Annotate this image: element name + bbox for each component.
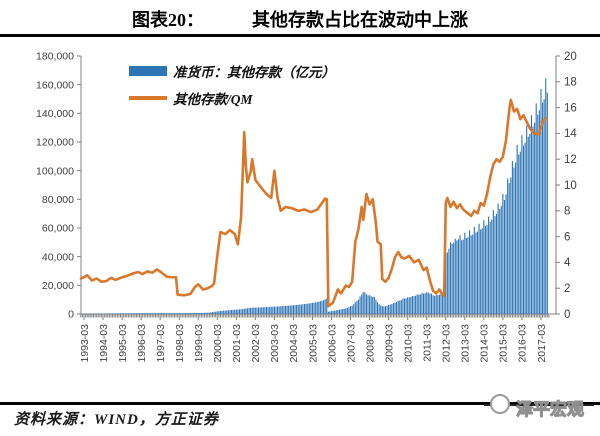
x-tick-label: 2009-03 — [383, 324, 395, 363]
legend-item-line: 其他存款/QM — [129, 88, 335, 108]
x-tick-label: 2008-03 — [364, 324, 376, 363]
figure-number: 图表20： — [132, 10, 204, 30]
source-text: 资料来源：WIND，方正证券 — [14, 412, 219, 428]
right-tick-label: 2 — [564, 283, 570, 295]
x-tick-label: 1994-03 — [98, 324, 110, 363]
right-tick-label: 20 — [564, 51, 577, 63]
x-tick-label: 2011-03 — [422, 324, 434, 362]
left-tick-label: 60,000 — [42, 223, 74, 235]
x-tick-label: 1993-03 — [79, 324, 91, 363]
x-tick-label: 2001-03 — [231, 324, 243, 363]
left-tick-label: 160,000 — [36, 79, 74, 91]
legend-bar-label: 准货币：其他存款（亿元） — [173, 65, 335, 80]
x-tick-label: 2005-03 — [307, 324, 319, 363]
x-tick-label: 2007-03 — [345, 324, 357, 363]
left-tick-label: 120,000 — [36, 137, 74, 149]
legend-bar-swatch — [129, 66, 167, 76]
x-tick-label: 2013-03 — [460, 324, 472, 363]
ratio-line — [79, 98, 548, 308]
x-tick-label: 1999-03 — [193, 324, 205, 363]
x-tick-label: 2010-03 — [402, 324, 414, 363]
legend-line-label: 其他存款/QM — [173, 92, 253, 107]
left-tick-label: 100,000 — [36, 165, 74, 177]
footer-rule — [0, 402, 600, 405]
right-tick-label: 18 — [564, 77, 577, 89]
left-tick-label: 180,000 — [36, 51, 74, 63]
tick-labels: 0 20,000 40,000 60,000 80,000 100,000 120,000 1… — [36, 51, 577, 363]
title-rule — [0, 34, 600, 37]
left-tick-label: 40,000 — [42, 251, 74, 263]
logo-line — [484, 404, 594, 406]
x-tick-label: 1998-03 — [174, 324, 186, 363]
x-tick-label: 2000-03 — [212, 324, 224, 363]
x-tick-label: 1995-03 — [117, 324, 129, 363]
x-tick-label: 2006-03 — [326, 324, 338, 363]
legend-item-bar: 准货币：其他存款（亿元） — [129, 61, 335, 81]
left-tick-label: 80,000 — [42, 194, 74, 206]
x-tick-label: 2014-03 — [479, 324, 491, 363]
right-tick-label: 14 — [564, 128, 577, 140]
chart-legend: 准货币：其他存款（亿元） 其他存款/QM — [129, 61, 335, 108]
right-tick-label: 16 — [564, 102, 577, 114]
x-tick-label: 2016-03 — [517, 324, 529, 363]
right-tick-label: 4 — [564, 257, 571, 269]
right-tick-label: 10 — [564, 180, 577, 192]
x-tick-label: 2002-03 — [250, 324, 262, 363]
x-tick-label: 2004-03 — [288, 324, 300, 363]
x-tick-label: 1997-03 — [155, 324, 167, 363]
axes — [77, 55, 560, 320]
right-tick-label: 0 — [564, 309, 570, 321]
brand-logo: 泽平宏观 — [484, 392, 594, 422]
left-tick-label: 0 — [68, 309, 74, 321]
right-tick-label: 6 — [564, 231, 570, 243]
figure-title: 图表20： 其他存款占比在波动中上涨 — [0, 4, 600, 34]
figure-title-text: 其他存款占比在波动中上涨 — [252, 10, 468, 30]
x-tick-label: 2012-03 — [441, 324, 453, 363]
left-tick-label: 140,000 — [36, 108, 74, 120]
right-tick-label: 12 — [564, 154, 577, 166]
x-tick-label: 2017-03 — [536, 324, 548, 363]
logo-text: 泽平宏观 — [516, 400, 585, 420]
legend-line-swatch — [129, 96, 167, 100]
left-tick-label: 20,000 — [42, 280, 74, 292]
x-tick-label: 2003-03 — [269, 324, 281, 363]
x-tick-label: 1996-03 — [136, 324, 148, 363]
bars-series — [83, 78, 548, 315]
x-tick-label: 2015-03 — [498, 324, 510, 363]
combo-chart: 0 20,000 40,000 60,000 80,000 100,000 120,000 1… — [36, 51, 577, 363]
sun-icon — [490, 394, 510, 414]
right-tick-label: 8 — [564, 206, 570, 218]
